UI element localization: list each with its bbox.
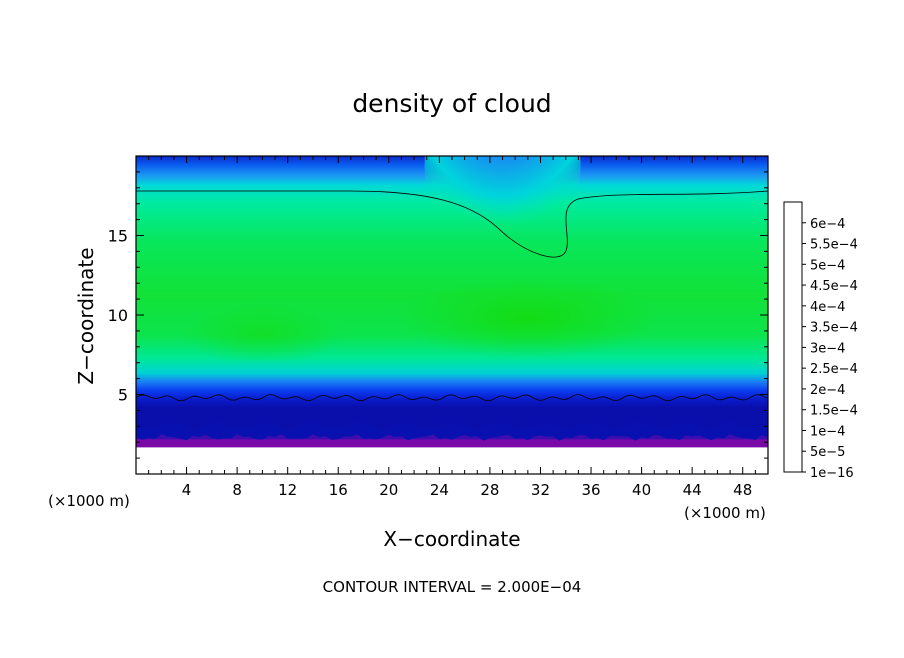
chart-title: density of cloud xyxy=(352,89,551,118)
x-axis: 4 8 12 16 20 24 28 32 36 40 44 48 xyxy=(148,156,756,499)
y-tick-label: 5 xyxy=(118,386,128,405)
colorbar-label: 1e−4 xyxy=(810,424,845,439)
x-tick-label: 48 xyxy=(733,481,752,499)
x-tick-label: 4 xyxy=(182,481,192,499)
x-tick-label: 16 xyxy=(329,481,348,499)
colorbar-label: 3.5e−4 xyxy=(810,321,858,336)
field-lower-layer xyxy=(136,420,768,440)
field-core-patch xyxy=(397,278,658,359)
colorbar-label: 5.5e−4 xyxy=(810,238,858,253)
colorbar-label: 1.5e−4 xyxy=(810,404,858,419)
x-axis-label: X−coordinate xyxy=(383,527,520,551)
colorbar-label: 4.5e−4 xyxy=(810,279,858,294)
colorbar-label: 5e−4 xyxy=(810,258,845,273)
contour-line-upper xyxy=(136,190,768,258)
field-core-patch xyxy=(182,304,343,365)
x-tick-label: 44 xyxy=(683,481,702,499)
colorbar: 1e−16 5e−5 1e−4 1.5e−4 2e−4 2.5e−4 3e−4 3.5e−4 4… xyxy=(783,201,858,481)
colorbar-label: 4e−4 xyxy=(810,300,845,315)
y-axis-label: Z−coordinate xyxy=(74,247,98,384)
y-tick-label: 15 xyxy=(108,227,128,246)
y-tick-label: 10 xyxy=(108,306,128,325)
colorbar-label: 3e−4 xyxy=(810,341,845,356)
colorbar-label: 2e−4 xyxy=(810,383,845,398)
x-unit-label-right: (×1000 m) xyxy=(684,504,766,522)
x-tick-label: 36 xyxy=(581,481,600,499)
y-axis: 5 10 15 xyxy=(108,171,768,459)
x-tick-label: 20 xyxy=(379,481,398,499)
x-tick-label: 32 xyxy=(531,481,550,499)
x-tick-label: 8 xyxy=(232,481,242,499)
x-tick-label: 24 xyxy=(430,481,449,499)
x-unit-label-left: (×1000 m) xyxy=(48,492,130,510)
colorbar-label: 6e−4 xyxy=(810,217,845,232)
x-tick-label: 40 xyxy=(632,481,651,499)
field-clear-region xyxy=(136,447,768,474)
x-tick-label: 28 xyxy=(480,481,499,499)
colorbar-frame xyxy=(783,201,803,473)
colorbar-label: 1e−16 xyxy=(810,466,854,481)
contour-interval-text: CONTOUR INTERVAL = 2.000E−04 xyxy=(323,578,582,596)
colorbar-label: 2.5e−4 xyxy=(810,362,858,377)
x-tick-label: 12 xyxy=(278,481,297,499)
density-field xyxy=(136,156,768,474)
colorbar-label: 5e−5 xyxy=(810,445,845,460)
contour-line-lower xyxy=(136,394,768,402)
field-dip-region xyxy=(424,156,581,266)
